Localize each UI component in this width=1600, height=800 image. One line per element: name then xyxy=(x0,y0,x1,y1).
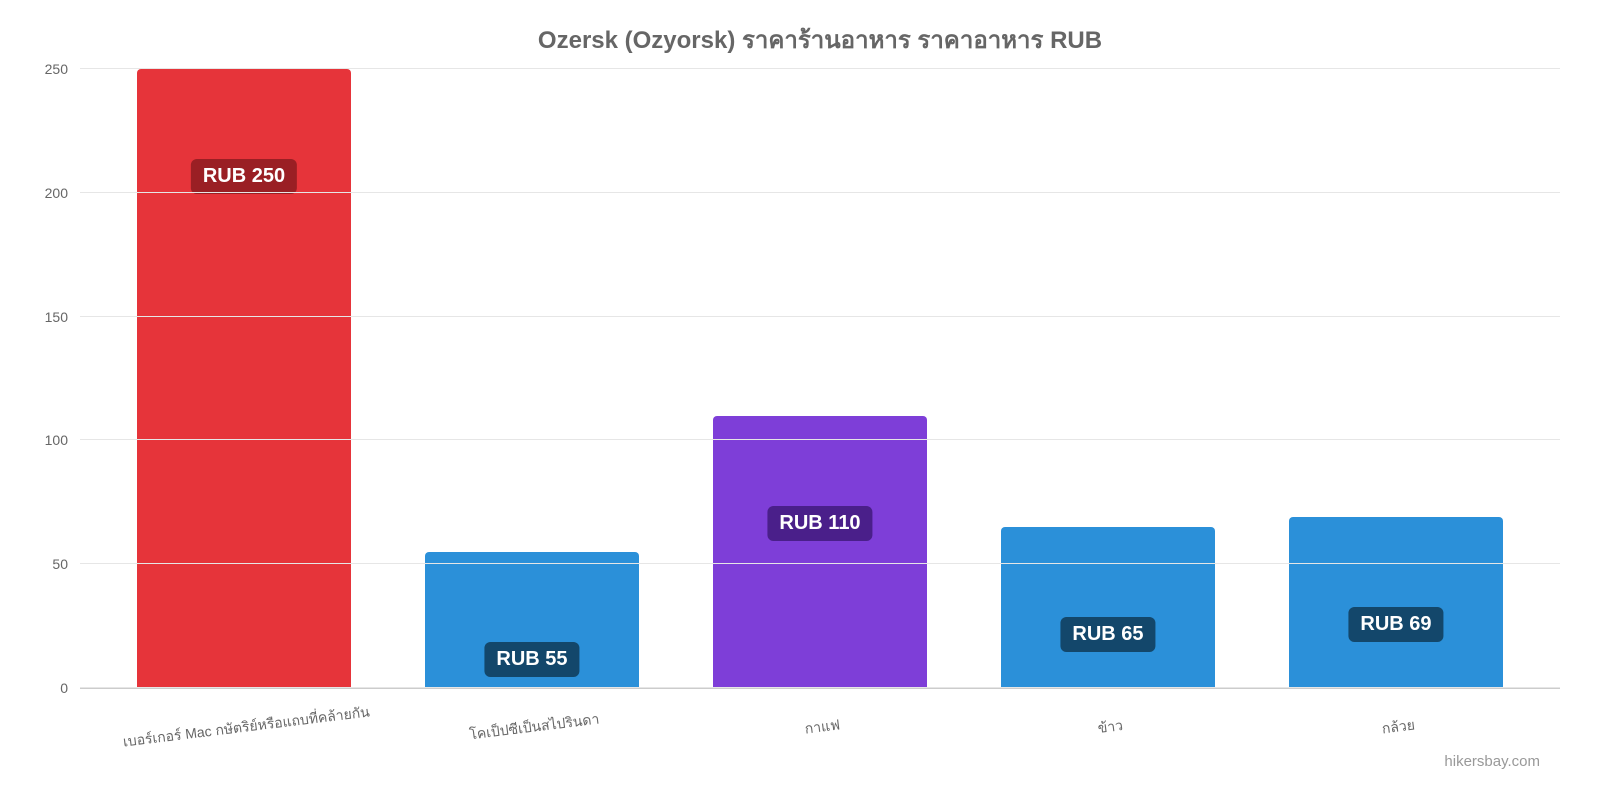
gridline xyxy=(80,316,1560,317)
y-tick-label: 50 xyxy=(52,556,68,572)
credit-text: hikersbay.com xyxy=(1444,753,1540,770)
bar: RUB 55 xyxy=(425,552,638,688)
bar-slot: RUB 250 xyxy=(100,69,388,688)
value-badge: RUB 110 xyxy=(767,506,872,541)
x-axis-label: เบอร์เกอร์ Mac กษัตริย์หรือแถบที่คล้ายกั… xyxy=(102,699,391,756)
x-axis-label: กล้วย xyxy=(1254,699,1543,756)
y-tick-label: 200 xyxy=(45,185,68,201)
y-axis: 050100150200250 xyxy=(70,69,80,688)
bar-slot: RUB 65 xyxy=(964,69,1252,688)
value-badge: RUB 69 xyxy=(1348,607,1443,642)
gridline xyxy=(80,563,1560,564)
bar: RUB 65 xyxy=(1001,527,1214,688)
bar-slot: RUB 69 xyxy=(1252,69,1540,688)
x-axis-label: กาแฟ xyxy=(678,699,967,756)
y-tick-label: 100 xyxy=(45,432,68,448)
plot-area: 050100150200250 RUB 250RUB 55RUB 110RUB … xyxy=(80,69,1560,689)
bar-slot: RUB 110 xyxy=(676,69,964,688)
bar-slot: RUB 55 xyxy=(388,69,676,688)
bars-group: RUB 250 RUB 55 RUB 110 RUB 65 RUB 69 xyxy=(80,69,1560,688)
gridline xyxy=(80,68,1560,69)
y-tick-label: 0 xyxy=(60,680,68,696)
x-axis-labels: เบอร์เกอร์ Mac กษัตริย์หรือแถบที่คล้ายกั… xyxy=(80,699,1560,721)
value-badge: RUB 65 xyxy=(1060,617,1155,652)
bar: RUB 250 xyxy=(137,69,350,688)
chart-title: Ozersk (Ozyorsk) ราคาร้านอาหาร ราคาอาหาร… xyxy=(80,20,1560,59)
gridline xyxy=(80,439,1560,440)
x-axis-label: ข้าว xyxy=(966,699,1255,756)
gridline xyxy=(80,192,1560,193)
value-badge: RUB 250 xyxy=(191,159,297,194)
bar: RUB 69 xyxy=(1289,517,1502,688)
gridline xyxy=(80,687,1560,688)
bar: RUB 110 xyxy=(713,416,926,688)
y-tick-label: 150 xyxy=(45,309,68,325)
y-tick-label: 250 xyxy=(45,61,68,77)
x-axis-label: โคเป็ปซีเป็นสไปรินดา xyxy=(390,699,679,756)
chart-container: Ozersk (Ozyorsk) ราคาร้านอาหาร ราคาอาหาร… xyxy=(0,0,1600,800)
value-badge: RUB 55 xyxy=(484,642,579,677)
